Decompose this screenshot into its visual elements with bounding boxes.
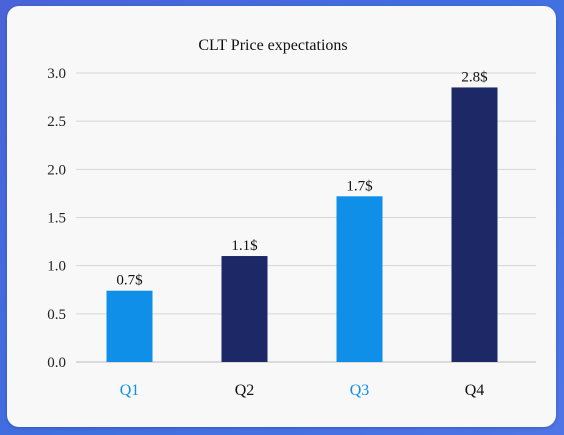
y-tick-label: 1.0 — [47, 259, 66, 275]
x-tick-label: Q4 — [465, 382, 485, 399]
x-tick-label: Q1 — [120, 382, 140, 399]
y-axis-ticks: 0.0 0.5 1.0 1.5 2.0 2.5 3.0 — [47, 66, 66, 371]
y-tick-label: 2.0 — [47, 162, 66, 178]
bar-q4 — [451, 87, 498, 362]
data-labels: 0.7$ 1.1$ 1.7$ 2.8$ — [116, 69, 488, 288]
data-label: 0.7$ — [116, 273, 143, 289]
y-tick-label: 0.0 — [47, 355, 66, 371]
data-label: 2.8$ — [461, 69, 488, 85]
y-tick-label: 3.0 — [47, 66, 66, 82]
data-label: 1.1$ — [231, 238, 258, 254]
bar-q3 — [336, 196, 383, 362]
bar-q2 — [221, 256, 268, 362]
bar-q1 — [106, 290, 153, 362]
y-tick-label: 1.5 — [47, 211, 66, 227]
chart-title: CLT Price expectations — [198, 37, 347, 54]
y-tick-label: 2.5 — [47, 114, 66, 130]
x-tick-label: Q2 — [235, 382, 255, 399]
y-tick-label: 0.5 — [47, 307, 66, 323]
x-tick-label: Q3 — [350, 382, 370, 399]
x-axis-ticks: Q1 Q2 Q3 Q4 — [120, 382, 485, 399]
data-label: 1.7$ — [346, 178, 373, 194]
bars — [106, 87, 498, 362]
